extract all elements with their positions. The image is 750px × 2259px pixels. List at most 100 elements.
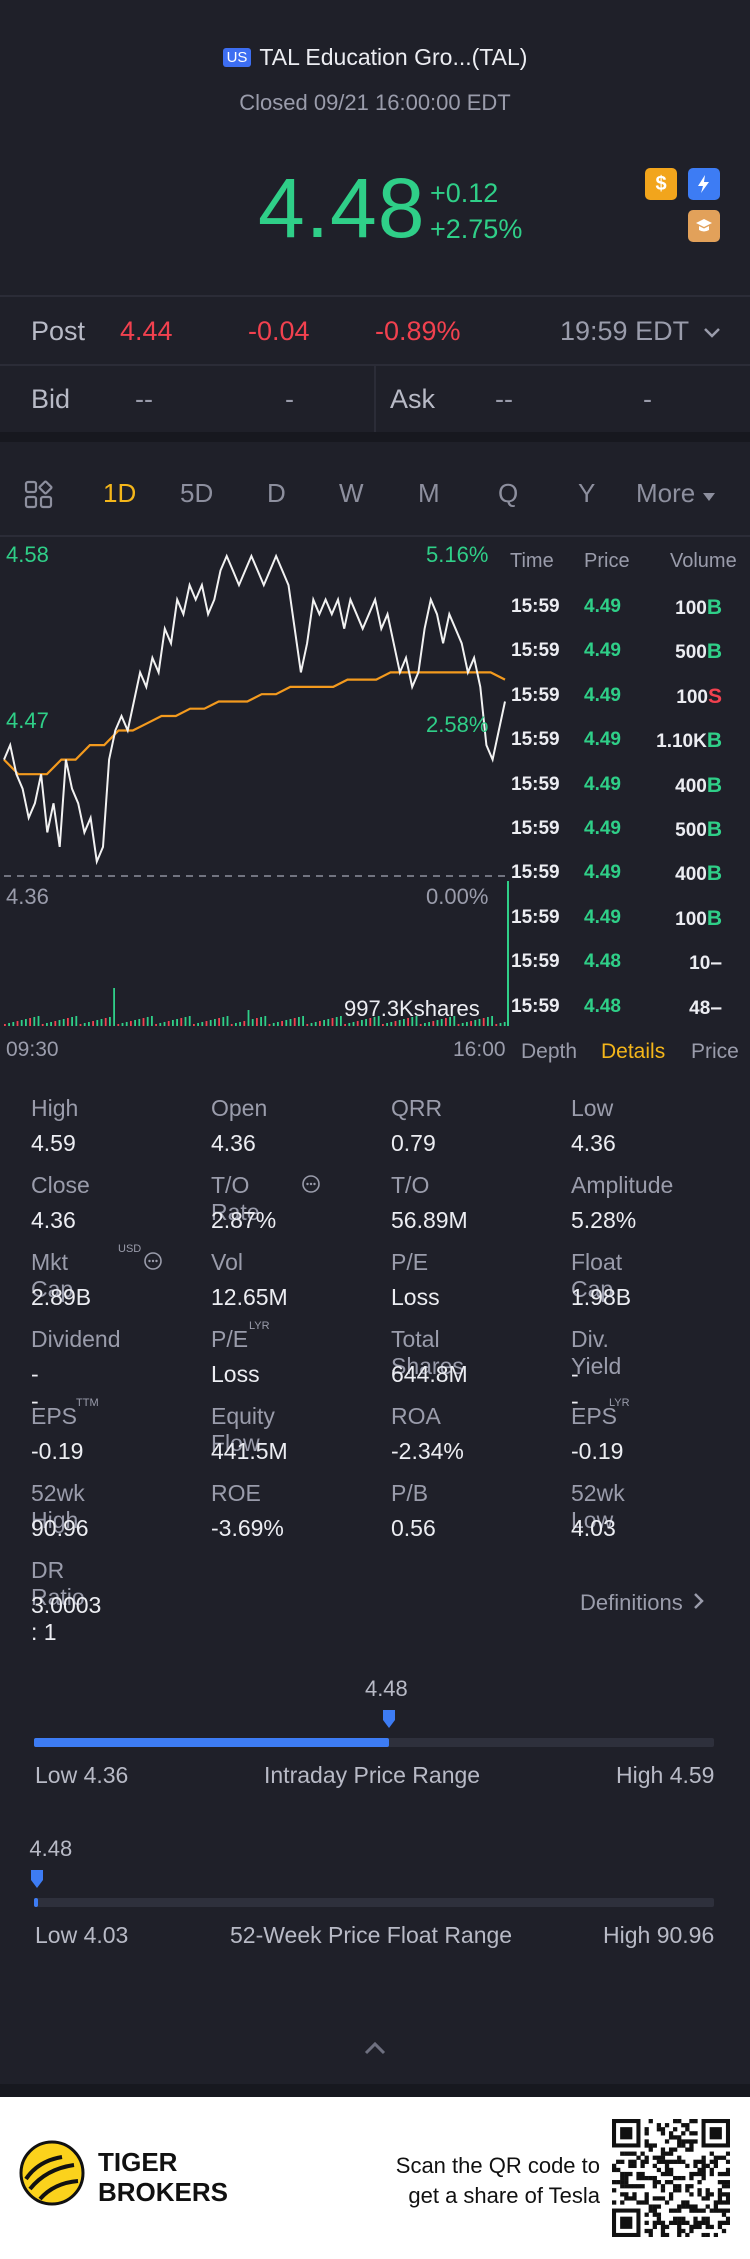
stat-value: 0.79 xyxy=(391,1130,436,1156)
tick-time: 15:59 xyxy=(511,773,560,795)
volume-bar xyxy=(50,1022,52,1026)
volume-bar xyxy=(449,1017,451,1026)
qr-code-icon[interactable] xyxy=(612,2119,730,2237)
volume-bar xyxy=(172,1020,174,1026)
tick-volume-value: 400 xyxy=(675,864,707,886)
volume-bar xyxy=(268,1024,271,1026)
stat-label: Div. Yield xyxy=(571,1326,622,1379)
tab-1d[interactable]: 1D xyxy=(103,478,137,508)
tab-y[interactable]: Y xyxy=(578,478,596,508)
stat-value: 0.56 xyxy=(391,1515,436,1541)
education-icon[interactable] xyxy=(688,210,720,242)
volume-bar xyxy=(117,1024,120,1026)
stock-title[interactable]: US TAL Education Gro...(TAL) xyxy=(0,44,750,71)
definitions-link[interactable]: Definitions xyxy=(580,1590,705,1616)
tick-price: 4.49 xyxy=(584,818,621,839)
tick-volume: 100B xyxy=(675,907,722,931)
stat-label: 52wk High xyxy=(31,1480,85,1533)
volume-bar xyxy=(247,1010,250,1026)
volume-bar xyxy=(365,1019,367,1026)
stat-value: 441.5M xyxy=(211,1438,288,1464)
stat-label: 52wk Low xyxy=(571,1480,625,1533)
intraday-chart[interactable] xyxy=(0,536,510,1026)
post-change: -0.04 xyxy=(248,316,310,346)
stat-label: Close xyxy=(31,1172,90,1198)
info-icon[interactable] xyxy=(143,1251,163,1276)
promo-footer: TIGER BROKERS Scan the QR code to get a … xyxy=(0,2097,750,2259)
intraday-current-price: 4.48 xyxy=(364,1676,408,1701)
bid-label: Bid xyxy=(31,384,71,414)
volume-label: 997.3Kshares xyxy=(344,996,480,1021)
lightning-level1-icon[interactable] xyxy=(688,168,720,200)
tick-side: B xyxy=(706,862,722,886)
volume-bar xyxy=(298,1017,300,1026)
y-axis-mid: 4.47 xyxy=(6,708,49,733)
y-axis-high: 4.58 xyxy=(6,542,49,567)
volume-bar xyxy=(109,1017,111,1026)
volume-bar xyxy=(193,1024,195,1026)
side-tab-depth[interactable]: Depth xyxy=(521,1040,578,1063)
chevron-right-icon xyxy=(693,1593,704,1609)
tick-volume: 10– xyxy=(689,951,722,975)
volume-bar xyxy=(432,1021,435,1026)
tick-side: B xyxy=(706,818,722,841)
tick-price: 4.49 xyxy=(584,640,621,662)
stat-value: -3.69% xyxy=(211,1515,284,1541)
dollar-icon[interactable]: $ xyxy=(645,168,677,200)
tab-more[interactable]: More xyxy=(636,478,716,509)
tick-volume-value: 48 xyxy=(689,997,711,1019)
stat-value: 4.03 xyxy=(571,1515,616,1541)
volume-bar xyxy=(146,1017,149,1026)
volume-bar xyxy=(323,1020,325,1026)
tab-q[interactable]: Q xyxy=(498,478,519,508)
tab-5d[interactable]: 5D xyxy=(180,478,214,508)
volume-bar xyxy=(487,1017,489,1026)
intraday-marker-icon xyxy=(382,1710,395,1728)
tick-price: 4.49 xyxy=(584,596,621,617)
volume-bar xyxy=(344,1024,346,1026)
tick-time: 15:59 xyxy=(511,640,560,662)
stat-label: Float Cap xyxy=(571,1249,623,1302)
tick-time: 15:59 xyxy=(511,684,560,706)
volume-bar xyxy=(352,1022,355,1026)
volume-bar xyxy=(348,1023,351,1026)
tick-volume: 1.10KB xyxy=(656,729,722,753)
intraday-high: High 4.59 xyxy=(616,1762,715,1788)
post-time-selector[interactable]: 19:59 EDT xyxy=(560,316,722,347)
volume-bar xyxy=(411,1017,414,1026)
tick-time: 15:59 xyxy=(511,951,560,973)
volume-bar xyxy=(503,1022,506,1026)
volume-bar xyxy=(461,1023,464,1026)
volume-bar xyxy=(167,1021,170,1026)
volume-bar xyxy=(54,1021,57,1026)
tab-more-label: More xyxy=(636,478,696,508)
intraday-range-track xyxy=(34,1738,714,1747)
volume-bar xyxy=(235,1023,237,1026)
volume-bar xyxy=(289,1019,292,1026)
volume-bar xyxy=(470,1021,472,1026)
tick-time: 15:59 xyxy=(511,596,560,617)
tick-side: B xyxy=(706,640,722,664)
info-icon[interactable] xyxy=(301,1174,321,1199)
pct-axis-high: 5.16% xyxy=(426,542,489,567)
volume-bar xyxy=(403,1019,405,1026)
side-tab-price[interactable]: Price xyxy=(691,1040,739,1063)
tab-m[interactable]: M xyxy=(418,478,440,508)
volume-bar xyxy=(138,1019,141,1026)
chevron-up-icon[interactable] xyxy=(362,2040,388,2061)
volume-bar xyxy=(256,1018,258,1026)
volume-bar xyxy=(260,1017,262,1026)
stat-superscript: USD xyxy=(118,1243,142,1255)
tick-volume: 100S xyxy=(676,685,722,709)
tick-time: 15:59 xyxy=(511,862,560,884)
bid-size: - xyxy=(285,384,294,414)
volume-bar xyxy=(83,1023,86,1026)
tick-volume: 500B xyxy=(675,818,722,842)
tab-d[interactable]: D xyxy=(267,478,286,508)
stat-value: 2.89B xyxy=(31,1284,92,1310)
side-tab-details[interactable]: Details xyxy=(601,1040,666,1063)
stat-label: P/E xyxy=(391,1249,429,1275)
post-price: 4.44 xyxy=(120,316,173,346)
tab-w[interactable]: W xyxy=(339,478,364,508)
layout-grid-icon[interactable] xyxy=(24,480,54,515)
